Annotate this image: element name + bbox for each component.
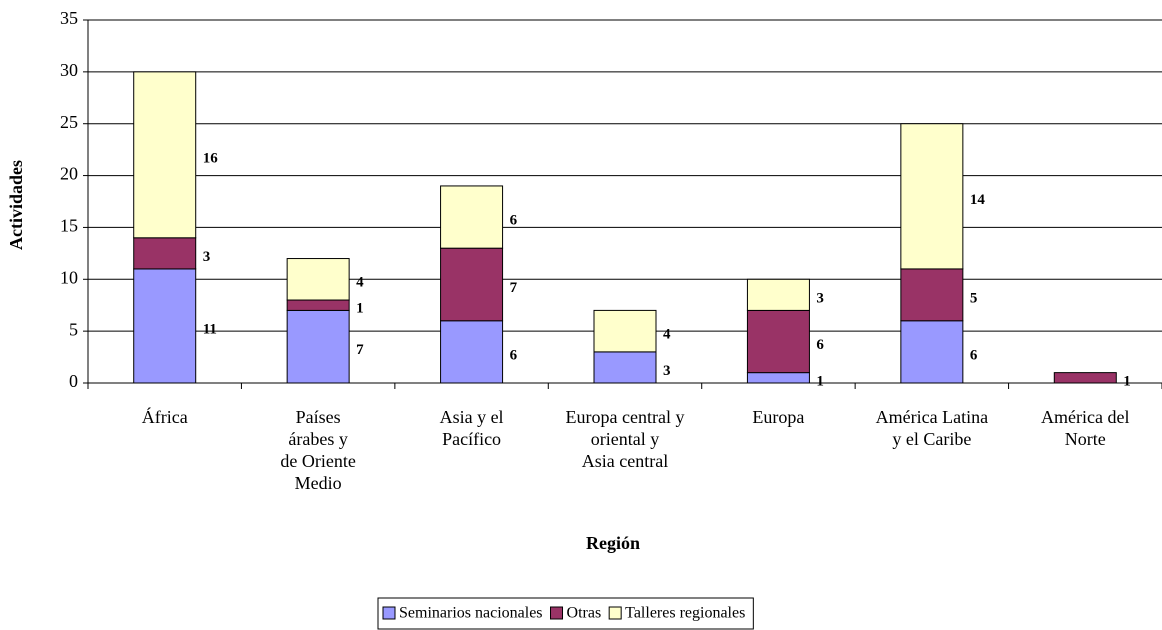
legend: Seminarios nacionales Otras Talleres regio… bbox=[377, 597, 754, 630]
y-tick-label: 20 bbox=[60, 164, 78, 184]
x-axis-title: Región bbox=[586, 533, 640, 553]
x-tick-label: Asia central bbox=[582, 451, 668, 471]
bar-segment bbox=[746, 278, 810, 311]
value-label: 4 bbox=[663, 327, 671, 343]
legend-swatch bbox=[382, 606, 396, 620]
bar-segment bbox=[440, 247, 504, 322]
x-tick-label: Asia y el bbox=[440, 407, 504, 427]
bar-segment bbox=[440, 320, 504, 384]
value-label: 6 bbox=[510, 347, 518, 363]
value-label: 6 bbox=[510, 212, 518, 228]
bar-segment bbox=[593, 309, 657, 353]
value-label: 11 bbox=[203, 321, 217, 337]
bar-segment bbox=[900, 320, 964, 384]
value-label: 1 bbox=[356, 301, 364, 317]
y-tick-label: 5 bbox=[69, 319, 78, 339]
value-label: 3 bbox=[816, 290, 824, 306]
legend-label: Talleres regionales bbox=[625, 605, 745, 622]
legend-box bbox=[377, 597, 754, 630]
x-tick-label: oriental y bbox=[591, 429, 659, 449]
bar-segment bbox=[133, 237, 197, 270]
value-label: 7 bbox=[510, 280, 518, 296]
value-label: 3 bbox=[203, 249, 211, 265]
value-label: 6 bbox=[970, 347, 978, 363]
y-tick-label: 0 bbox=[69, 371, 78, 391]
value-label: 3 bbox=[663, 363, 671, 379]
value-label: 1 bbox=[1123, 373, 1131, 389]
value-label: 14 bbox=[970, 192, 986, 208]
bar-segment bbox=[286, 258, 350, 301]
bar-segment bbox=[133, 268, 197, 384]
legend-label: Seminarios nacionales bbox=[399, 605, 543, 622]
x-tick-label: América Latina bbox=[876, 407, 988, 427]
y-tick-label: 15 bbox=[60, 216, 78, 236]
x-tick-label: y el Caribe bbox=[892, 429, 971, 449]
bar-segment bbox=[286, 309, 350, 384]
bar-segment bbox=[900, 123, 964, 270]
value-label: 16 bbox=[203, 150, 219, 166]
bar-segment bbox=[593, 351, 657, 384]
x-tick-label: de Oriente bbox=[280, 451, 355, 471]
value-label: 7 bbox=[356, 342, 364, 358]
bar-segment bbox=[1053, 372, 1117, 384]
x-tick-label: árabes y bbox=[288, 429, 347, 449]
x-tick-label: África bbox=[142, 406, 188, 427]
y-tick-label: 35 bbox=[60, 8, 78, 28]
bar-segment bbox=[746, 372, 810, 384]
x-tick-label: Norte bbox=[1065, 429, 1106, 449]
legend-swatch bbox=[608, 606, 622, 620]
y-tick-label: 30 bbox=[60, 60, 78, 80]
bar-segment bbox=[133, 71, 197, 239]
value-label: 5 bbox=[970, 290, 978, 306]
x-tick-label: Países bbox=[296, 407, 341, 427]
y-tick-label: 10 bbox=[60, 267, 78, 287]
y-axis-title: Actividades bbox=[6, 160, 26, 250]
bar-segment bbox=[440, 185, 504, 249]
y-tick-label: 25 bbox=[60, 112, 78, 132]
x-tick-label: Pacífico bbox=[442, 429, 501, 449]
value-label: 4 bbox=[356, 275, 364, 291]
value-label: 1 bbox=[816, 373, 824, 389]
bar-segment bbox=[746, 309, 810, 374]
x-tick-label: Medio bbox=[295, 473, 342, 493]
legend-label: Otras bbox=[567, 605, 602, 622]
bar-segment bbox=[900, 268, 964, 322]
x-tick-label: América del bbox=[1041, 407, 1129, 427]
x-tick-label: Europa bbox=[752, 407, 804, 427]
x-tick-label: Europa central y bbox=[566, 407, 685, 427]
value-label: 6 bbox=[816, 337, 824, 353]
legend-swatch bbox=[550, 606, 564, 620]
bar-segment bbox=[286, 299, 350, 311]
